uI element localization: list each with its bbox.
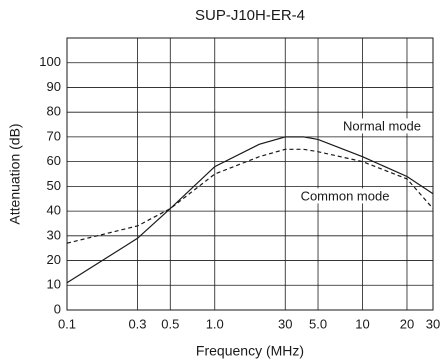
- series-label-bg: [298, 188, 392, 204]
- plot-frame: [66, 37, 434, 311]
- y-tick-label: 100: [39, 54, 61, 69]
- series-line: [66, 136, 434, 284]
- chart-title: SUP-J10H-ER-4: [195, 7, 305, 24]
- x-tick-label: 5.0: [309, 316, 327, 331]
- x-tick-label: 20: [400, 316, 414, 331]
- series-label: Common mode: [301, 188, 390, 203]
- x-tick-label: 1.0: [206, 316, 224, 331]
- series-label-bg: [340, 118, 424, 134]
- y-tick-label: 70: [47, 128, 61, 143]
- y-tick-label: 40: [47, 203, 61, 218]
- y-tick-label: 90: [47, 79, 61, 94]
- y-tick-label: 10: [47, 277, 61, 292]
- y-tick-label: 80: [47, 104, 61, 119]
- y-tick-label: 0: [54, 301, 61, 316]
- y-tick-label: 20: [47, 252, 61, 267]
- x-tick-label: 30: [278, 316, 292, 331]
- series-line: [66, 148, 434, 244]
- x-tick-label: 30: [426, 316, 440, 331]
- x-tick-label: 0.1: [58, 316, 76, 331]
- y-tick-label: 60: [47, 153, 61, 168]
- x-tick-label: 10: [355, 316, 369, 331]
- y-tick-label: 50: [47, 178, 61, 193]
- y-axis-label: Attenuation (dB): [7, 123, 23, 224]
- x-axis-label: Frequency (MHz): [196, 343, 304, 359]
- x-tick-label: 0.5: [161, 316, 179, 331]
- y-tick-label: 30: [47, 227, 61, 242]
- x-tick-label: 0.3: [128, 316, 146, 331]
- series-label: Normal mode: [343, 118, 421, 133]
